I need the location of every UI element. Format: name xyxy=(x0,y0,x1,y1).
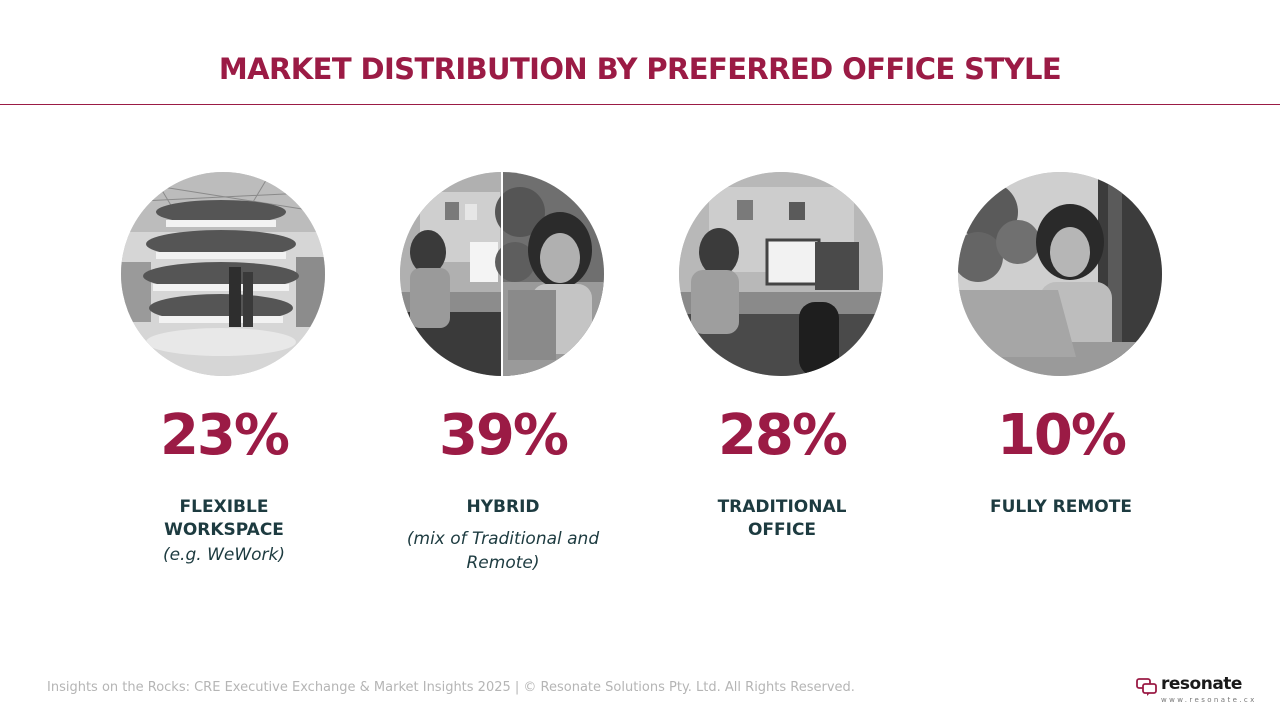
traditional-office-photo xyxy=(679,172,883,376)
remote-work-photo xyxy=(958,172,1162,376)
percentage-value: 10% xyxy=(996,403,1127,468)
segment-label: FLEXIBLE WORKSPACE xyxy=(164,497,284,540)
segment-label: HYBRID xyxy=(466,497,540,517)
percentage-value: 23% xyxy=(159,403,290,468)
segment-note: (mix of Traditional and Remote) xyxy=(406,529,600,573)
title-divider xyxy=(0,104,1280,105)
segment-card-hybrid: 39% HYBRID (mix of Traditional and Remot… xyxy=(373,172,633,582)
segment-card-flexible: 23% FLEXIBLE WORKSPACE (e.g. WeWork) xyxy=(94,172,354,582)
percentage-value: 28% xyxy=(717,403,848,468)
speech-bubbles-icon xyxy=(1136,678,1157,696)
flexible-workspace-photo xyxy=(121,172,325,376)
resonate-logo[interactable]: resonate www.resonate.cx xyxy=(1136,674,1254,710)
segment-label: FULLY REMOTE xyxy=(990,497,1132,517)
segment-label: TRADITIONAL OFFICE xyxy=(717,497,847,540)
segment-card-traditional: 28% TRADITIONAL OFFICE xyxy=(652,172,912,582)
logo-wordmark: resonate xyxy=(1161,674,1242,694)
footer-copyright: Insights on the Rocks: CRE Executive Exc… xyxy=(47,680,855,695)
percentage-value: 39% xyxy=(438,403,569,468)
logo-url: www.resonate.cx xyxy=(1161,696,1257,704)
segment-note: (e.g. WeWork) xyxy=(162,545,286,565)
segment-card-remote: 10% FULLY REMOTE xyxy=(931,172,1191,582)
slide-title: MARKET DISTRIBUTION BY PREFERRED OFFICE … xyxy=(218,52,1062,86)
hybrid-work-photo xyxy=(400,172,604,376)
